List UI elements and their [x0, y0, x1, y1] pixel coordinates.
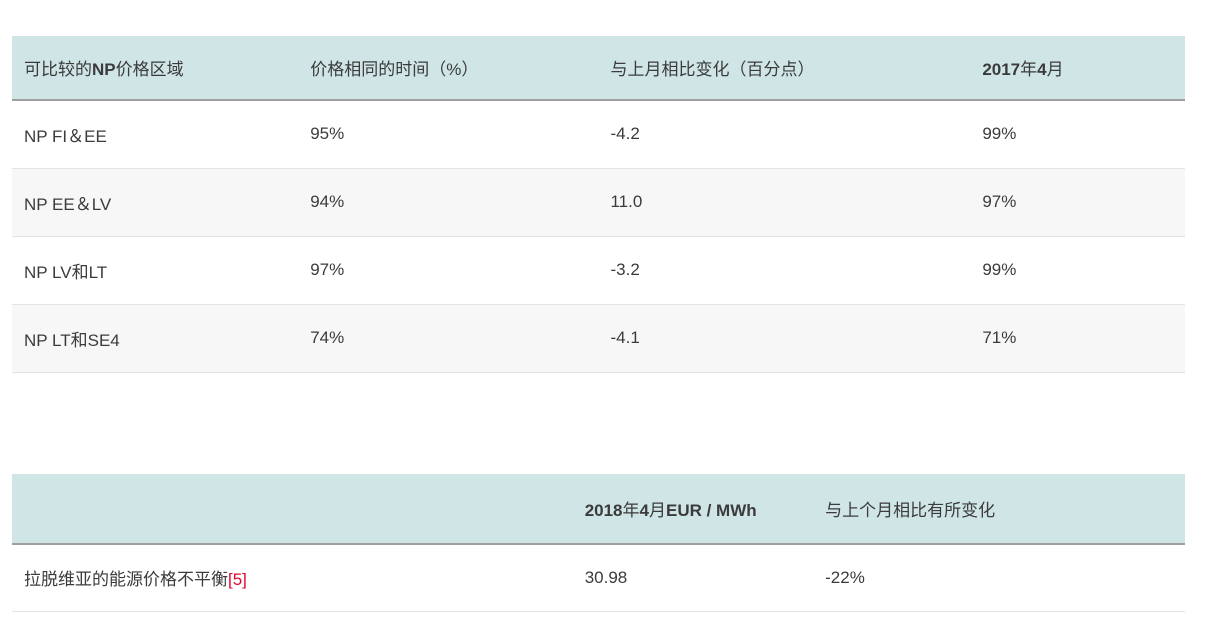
text-segment: -4.1: [610, 328, 640, 347]
table-cell: 97%: [298, 236, 599, 305]
column-header: 价格相同的时间（%）: [298, 36, 599, 101]
table-cell: 95%: [298, 100, 599, 169]
text-segment: 年: [1020, 60, 1038, 79]
table-cell: 99%: [970, 236, 1185, 305]
table-cell: -4.1: [598, 304, 971, 373]
text-segment: 99%: [982, 124, 1017, 144]
table-cell: 99%: [970, 100, 1185, 169]
table-row: NP FI＆EE 95% -4.2 99%: [12, 100, 1185, 169]
text-segment: 月: [1046, 60, 1064, 79]
text-segment: -3.2: [610, 260, 640, 279]
text-segment: 与上月相比变化（百分点）: [610, 60, 815, 79]
text-segment: NP LT和SE4: [24, 330, 120, 350]
text-segment: NP FI＆EE: [24, 126, 107, 146]
column-header: 可比较的NP价格区域: [12, 36, 299, 101]
text-segment: EUR / MWh: [665, 500, 757, 520]
text-segment: -22%: [825, 567, 865, 587]
column-header: 2018年4月EUR / MWh: [572, 473, 814, 545]
text-segment: 与上个月相比有所变化: [825, 500, 996, 520]
text-segment: NP: [92, 60, 116, 79]
table-row: NP LT和SE4 74% -4.1 71%: [12, 304, 1185, 373]
table-cell: 拉脱维亚的能源价格不平衡[5]: [12, 543, 573, 612]
table-cell: NP LV和LT: [12, 236, 299, 305]
text-segment: 可比较的: [24, 60, 92, 79]
table-cell: NP EE＆LV: [12, 168, 299, 237]
text-segment: 月: [648, 500, 666, 520]
text-segment: 97%: [310, 260, 345, 279]
column-header: 2017年4月: [970, 36, 1185, 101]
text-segment: NP EE＆LV: [24, 194, 112, 214]
column-header: 与上月相比变化（百分点）: [598, 36, 971, 101]
text-segment: 年: [622, 500, 640, 520]
table-cell: 30.98: [572, 543, 814, 612]
table-cell: 74%: [298, 304, 599, 373]
text-segment: 97%: [982, 192, 1017, 211]
table-row: NP LV和LT 97% -3.2 99%: [12, 236, 1185, 305]
text-segment: 11.0: [610, 192, 643, 211]
text-segment: 2017: [982, 60, 1021, 79]
table-cell: NP FI＆EE: [12, 100, 299, 169]
text-segment: 拉脱维亚的能源价格不平衡: [24, 570, 228, 590]
text-segment: -4.2: [610, 124, 640, 144]
footnote-link-5[interactable]: [5]: [228, 570, 247, 590]
table-cell: 71%: [970, 304, 1185, 373]
table-cell: NP LT和SE4: [12, 304, 299, 373]
text-segment: 71%: [982, 328, 1017, 347]
table-cell: -4.2: [598, 100, 971, 169]
header-row: 可比较的NP价格区域 价格相同的时间（%） 与上月相比变化（百分点） 2017年4月: [12, 36, 1185, 101]
table-cell: 97%: [970, 168, 1185, 237]
table-cell: -3.2: [598, 236, 971, 305]
text-segment: 价格区域: [115, 60, 184, 79]
text-segment: NP LV和LT: [24, 262, 108, 282]
text-segment: 94%: [310, 192, 345, 211]
text-segment: 2018: [584, 500, 623, 520]
text-segment: 4: [639, 500, 649, 520]
table-row: 拉脱维亚的能源价格不平衡[5] 30.98 -22%: [12, 543, 1185, 612]
table-cell: 94%: [298, 168, 599, 237]
table-cell: 11.0: [598, 168, 971, 237]
column-header: 与上个月相比有所变化: [813, 473, 1185, 545]
text-segment: 99%: [982, 260, 1017, 279]
text-segment: 95%: [310, 124, 345, 144]
latvia-energy-price-imbalance-table: 2018年4月EUR / MWh 与上个月相比有所变化拉脱维亚的能源价格不平衡[5…: [12, 473, 1185, 612]
text-segment: 30.98: [584, 567, 628, 587]
table-row: NP EE＆LV 94% 11.0 97%: [12, 168, 1185, 237]
comparable-np-price-areas-table: 可比较的NP价格区域 价格相同的时间（%） 与上月相比变化（百分点） 2017年4月 N…: [12, 36, 1185, 373]
text-segment: 74%: [310, 328, 345, 347]
table-cell: -22%: [813, 543, 1185, 612]
header-row: 2018年4月EUR / MWh 与上个月相比有所变化: [12, 473, 1185, 545]
column-header: [12, 473, 573, 545]
text-segment: 价格相同的时间（%）: [310, 60, 479, 79]
text-segment: 4: [1037, 60, 1047, 79]
page-content: 可比较的NP价格区域 价格相同的时间（%） 与上月相比变化（百分点） 2017年4月 N…: [12, 36, 1185, 612]
